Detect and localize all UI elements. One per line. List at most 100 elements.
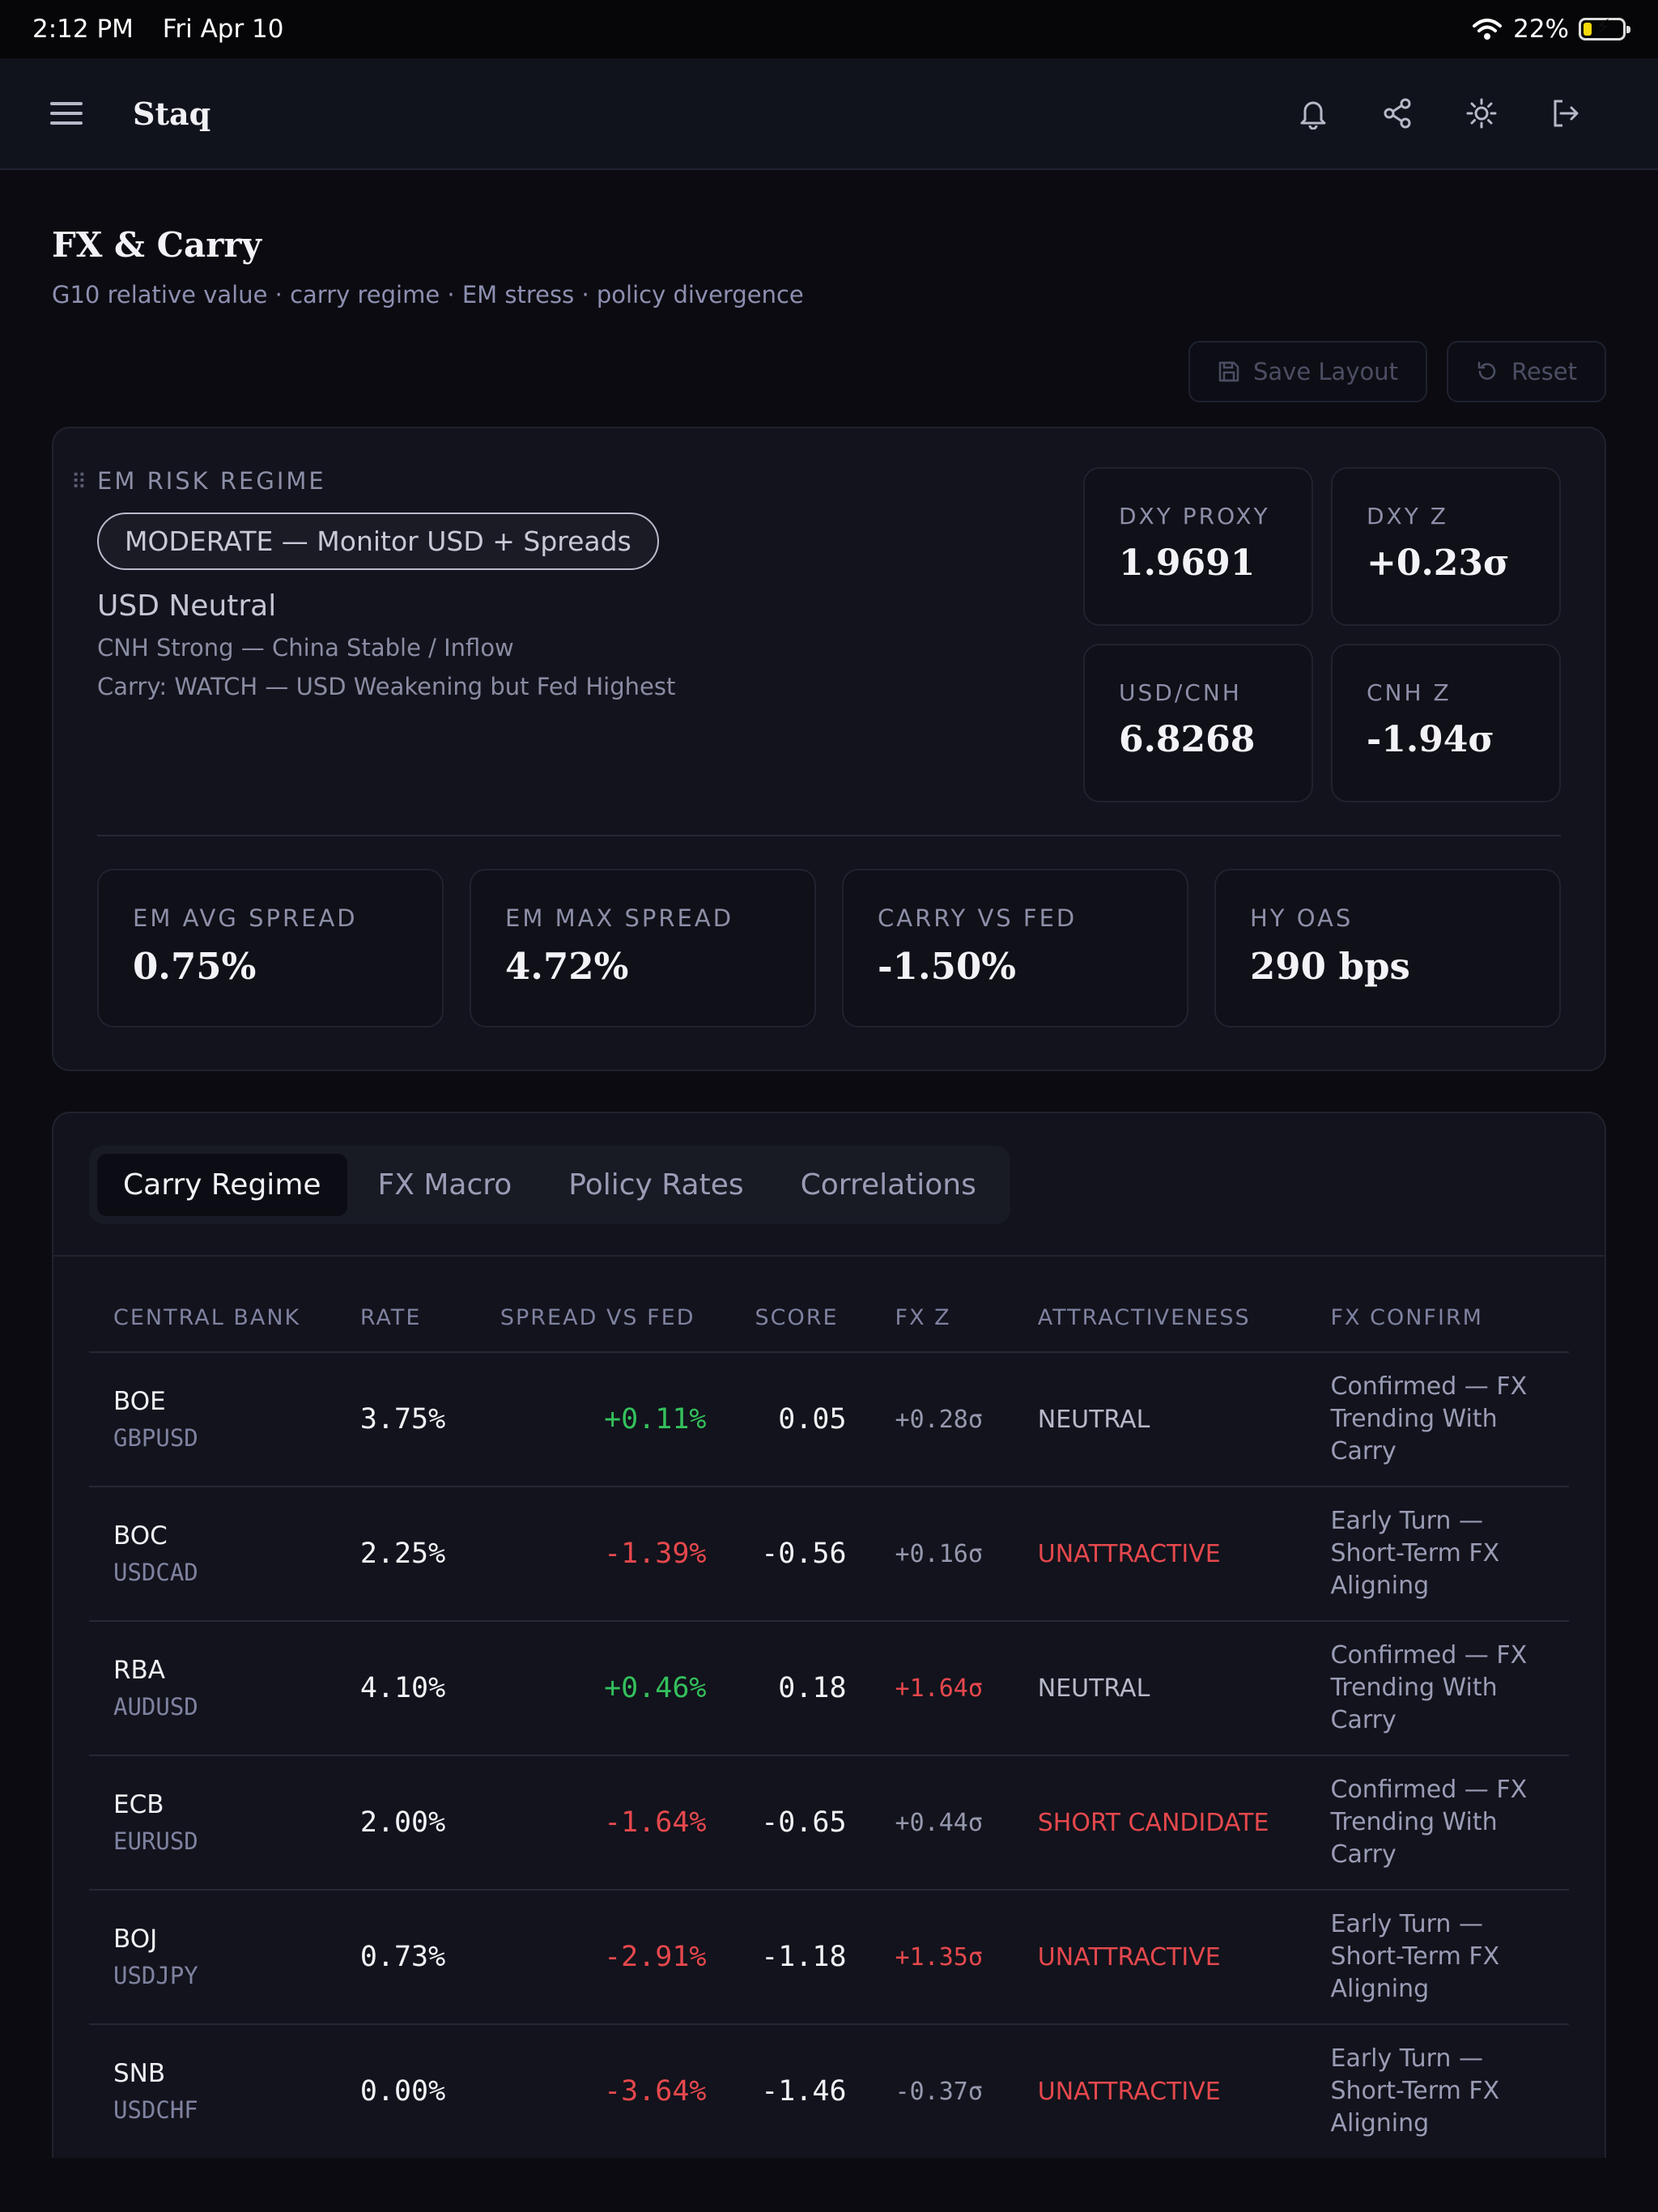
fx-confirm-cell: Confirmed — FX Trending With Carry <box>1306 1621 1569 1756</box>
stat-label: EM MAX SPREAD <box>505 904 734 932</box>
wifi-icon <box>1473 19 1503 40</box>
currency-pair: GBPUSD <box>113 1424 198 1452</box>
battery-fill <box>1584 23 1592 36</box>
bank-cell: BOC USDCAD <box>89 1487 336 1622</box>
table-row[interactable]: ECB EURUSD 2.00% -1.64% -0.65 +0.44σ SHOR… <box>89 1755 1569 1891</box>
currency-pair: EURUSD <box>113 1827 198 1855</box>
score-cell: 0.05 <box>730 1352 871 1487</box>
regime-top: EM RISK REGIME MODERATE — Monitor USD + … <box>97 467 1561 802</box>
bank-cell: SNB USDCHF <box>89 2024 336 2158</box>
metric-dxy-z: DXY Z +0.23σ <box>1331 467 1561 626</box>
fx-confirm-text: Confirmed — FX Trending With Carry <box>1330 1776 1528 1869</box>
stat-hy-oas: HY OAS 290 bps <box>1214 869 1561 1027</box>
app-brand[interactable]: Staq <box>133 95 211 132</box>
sun-icon <box>1466 98 1497 129</box>
tab-fx-macro[interactable]: FX Macro <box>377 1168 512 1202</box>
attractiveness-cell: UNATTRACTIVE <box>1013 2024 1307 2158</box>
spread-cell: -2.91% <box>475 1890 731 2025</box>
fx-confirm-text: Early Turn — Short-Term FX Aligning <box>1330 1507 1500 1600</box>
regime-label: EM RISK REGIME <box>97 467 326 495</box>
table-header-row: CENTRAL BANK RATE SPREAD VS FED SCORE FX… <box>89 1278 1569 1353</box>
theme-toggle-button[interactable] <box>1439 97 1524 130</box>
bank-name: RBA <box>113 1656 166 1685</box>
tab-carry-regime[interactable]: Carry Regime <box>97 1154 347 1216</box>
fx-z-cell: +0.28σ <box>870 1352 1014 1487</box>
score-cell: -1.18 <box>730 1890 871 2025</box>
col-fx-confirm[interactable]: FX CONFIRM <box>1306 1278 1569 1353</box>
stat-carry-vs-fed: CARRY VS FED -1.50% <box>842 869 1188 1027</box>
reset-button[interactable]: Reset <box>1446 341 1606 402</box>
attractiveness-cell: SHORT CANDIDATE <box>1013 1755 1307 1891</box>
menu-icon[interactable] <box>50 100 83 126</box>
status-bar: 2:12 PM Fri Apr 10 22% ⚡ <box>0 0 1658 58</box>
fx-metrics-grid: DXY PROXY 1.9691 DXY Z +0.23σ USD/CNH 6.… <box>1083 467 1561 802</box>
stat-value: -1.50% <box>878 945 1017 988</box>
fx-z-cell: +0.44σ <box>870 1755 1014 1891</box>
regime-summary: EM RISK REGIME MODERATE — Monitor USD + … <box>97 467 675 802</box>
col-attractiveness[interactable]: ATTRACTIVENESS <box>1013 1278 1307 1353</box>
col-rate[interactable]: RATE <box>335 1278 476 1353</box>
rate-cell: 2.25% <box>335 1487 476 1622</box>
regime-note-cnh: CNH Strong — China Stable / Inflow <box>97 634 514 661</box>
bank-name: BOC <box>113 1521 168 1551</box>
status-date: Fri Apr 10 <box>162 15 284 44</box>
stat-em-max-spread: EM MAX SPREAD 4.72% <box>470 869 816 1027</box>
logout-button[interactable] <box>1524 97 1608 130</box>
usd-status: USD Neutral <box>97 589 277 623</box>
tab-policy-rates[interactable]: Policy Rates <box>568 1168 744 1202</box>
page-title: FX & Carry <box>52 225 261 265</box>
drag-handle-icon[interactable]: ⠿ <box>71 470 89 495</box>
status-right: 22% ⚡ <box>1471 15 1630 44</box>
fx-confirm-text: Confirmed — FX Trending With Carry <box>1330 1641 1528 1734</box>
metric-value: 1.9691 <box>1119 542 1256 584</box>
page-content: FX & Carry G10 relative value · carry re… <box>0 225 1658 2158</box>
regime-status-badge: MODERATE — Monitor USD + Spreads <box>97 513 659 570</box>
table-row[interactable]: BOC USDCAD 2.25% -1.39% -0.56 +0.16σ UNAT… <box>89 1487 1569 1622</box>
attractiveness-cell: UNATTRACTIVE <box>1013 1487 1307 1622</box>
spread-cell: +0.11% <box>475 1352 731 1487</box>
table-row[interactable]: BOJ USDJPY 0.73% -2.91% -1.18 +1.35σ UNAT… <box>89 1890 1569 2025</box>
layout-actions: Save Layout Reset <box>52 341 1606 402</box>
stat-value: 290 bps <box>1250 945 1410 988</box>
share-button[interactable] <box>1355 97 1439 130</box>
table-row[interactable]: RBA AUDUSD 4.10% +0.46% 0.18 +1.64σ NEUTR… <box>89 1621 1569 1756</box>
status-time: 2:12 PM <box>32 15 134 44</box>
col-score[interactable]: SCORE <box>730 1278 871 1353</box>
fx-z-cell: -0.37σ <box>870 2024 1014 2158</box>
metric-value: +0.23σ <box>1367 542 1510 584</box>
divider <box>97 835 1561 836</box>
col-spread-vs-fed[interactable]: SPREAD VS FED <box>475 1278 731 1353</box>
bell-icon <box>1300 101 1326 130</box>
table-row[interactable]: SNB USDCHF 0.00% -3.64% -1.46 -0.37σ UNAT… <box>89 2024 1569 2158</box>
score-cell: 0.18 <box>730 1621 871 1756</box>
metric-label: DXY Z <box>1367 503 1448 530</box>
tab-list: Carry Regime FX Macro Policy Rates Corre… <box>89 1146 1010 1224</box>
currency-pair: AUDUSD <box>113 1693 198 1721</box>
share-icon <box>1384 98 1411 129</box>
notifications-button[interactable] <box>1271 97 1355 130</box>
col-central-bank[interactable]: CENTRAL BANK <box>89 1278 336 1353</box>
bank-cell: ECB EURUSD <box>89 1755 336 1891</box>
battery-percent: 22% <box>1513 15 1569 44</box>
tabs-bar: Carry Regime FX Macro Policy Rates Corre… <box>53 1113 1605 1257</box>
spread-cell: +0.46% <box>475 1621 731 1756</box>
carry-table-card: Carry Regime FX Macro Policy Rates Corre… <box>52 1112 1606 2158</box>
attractiveness-cell: UNATTRACTIVE <box>1013 1890 1307 2025</box>
table-row[interactable]: BOE GBPUSD 3.75% +0.11% 0.05 +0.28σ NEUTR… <box>89 1352 1569 1487</box>
spread-cell: -1.64% <box>475 1755 731 1891</box>
fx-confirm-cell: Early Turn — Short-Term FX Aligning <box>1306 1890 1569 2025</box>
rate-cell: 4.10% <box>335 1621 476 1756</box>
bank-name: BOE <box>113 1387 166 1416</box>
currency-pair: USDJPY <box>113 1962 198 1989</box>
tab-correlations[interactable]: Correlations <box>800 1168 976 1202</box>
score-cell: -1.46 <box>730 2024 871 2158</box>
col-fx-z[interactable]: FX Z <box>870 1278 1014 1353</box>
save-layout-button[interactable]: Save Layout <box>1188 341 1427 402</box>
rate-cell: 0.73% <box>335 1890 476 2025</box>
bank-cell: RBA AUDUSD <box>89 1621 336 1756</box>
page-subtitle: G10 relative value · carry regime · EM s… <box>52 281 804 308</box>
status-left: 2:12 PM Fri Apr 10 <box>32 15 305 44</box>
reset-icon <box>1477 361 1496 380</box>
metric-value: -1.94σ <box>1367 719 1494 760</box>
attractiveness-cell: NEUTRAL <box>1013 1352 1307 1487</box>
